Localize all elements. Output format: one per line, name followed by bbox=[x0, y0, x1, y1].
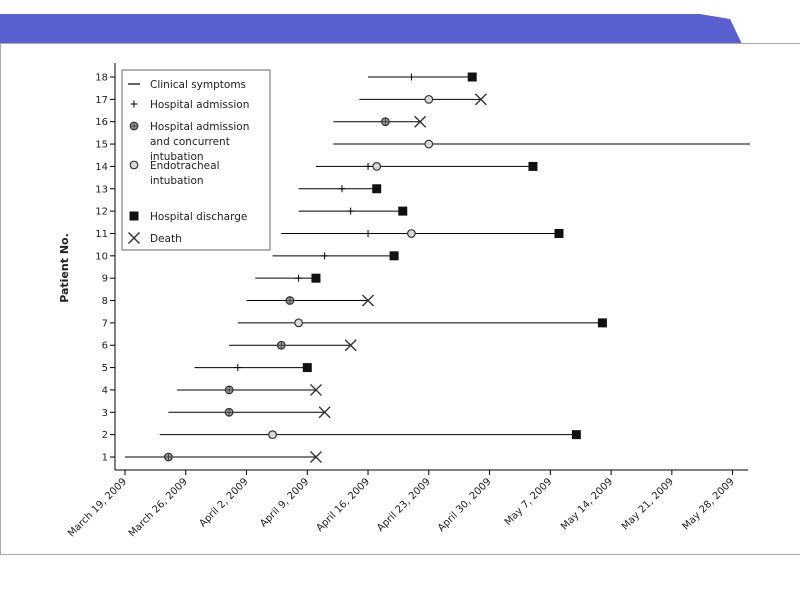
patient-4-death-marker bbox=[309, 383, 322, 396]
patient-11-intubation-marker bbox=[407, 229, 416, 238]
x-tick-label: April 2, 2009 bbox=[197, 476, 250, 529]
legend-label: intubation bbox=[150, 151, 204, 163]
patient-16-death-marker bbox=[414, 115, 427, 128]
patient-17-intubation-marker bbox=[424, 94, 434, 104]
patient-1-admission-intubation-marker bbox=[163, 452, 173, 462]
legend-label: Clinical symptoms bbox=[150, 79, 246, 91]
patient-2-intubation-marker bbox=[268, 430, 277, 440]
x-tick-label: April 16, 2009 bbox=[314, 476, 372, 534]
x-tick-label: April 23, 2009 bbox=[375, 476, 433, 534]
x-tick-label: April 9, 2009 bbox=[258, 476, 311, 529]
patient-13-admission-marker bbox=[338, 185, 346, 193]
patient-12-discharge-marker bbox=[398, 206, 408, 216]
x-tick-label: May 21, 2009 bbox=[620, 476, 676, 532]
patient-1-death-marker bbox=[309, 451, 322, 463]
patient-5-discharge-marker bbox=[302, 363, 312, 373]
legend-box bbox=[121, 69, 271, 251]
y-tick-label: 6 bbox=[102, 341, 108, 352]
patient-8-death-marker bbox=[362, 294, 375, 307]
patient-16-admission-intubation-marker bbox=[381, 117, 390, 127]
legend-square-marker bbox=[129, 211, 139, 221]
y-tick-label: 4 bbox=[102, 385, 108, 396]
y-tick-label: 13 bbox=[95, 184, 108, 195]
patient-11-admission-marker bbox=[364, 229, 372, 237]
patient-4-admission-intubation-marker bbox=[224, 385, 234, 395]
patient-9-admission-marker bbox=[295, 274, 303, 282]
y-tick-label: 12 bbox=[95, 207, 108, 218]
legend-label: Hospital admission bbox=[150, 99, 249, 111]
patient-17-death-marker bbox=[474, 93, 487, 106]
legend-label: Death bbox=[150, 233, 182, 245]
legend-circle-marker bbox=[129, 160, 139, 170]
patient-6-admission-intubation-marker bbox=[276, 340, 286, 350]
y-tick-label: 9 bbox=[102, 274, 108, 285]
y-tick-label: 15 bbox=[95, 140, 108, 151]
patient-18-discharge-marker bbox=[467, 72, 477, 82]
y-tick-label: 10 bbox=[95, 251, 108, 262]
legend-label: Hospital admission bbox=[150, 121, 249, 133]
patient-11-discharge-marker bbox=[554, 228, 564, 238]
x-tick-label: March 26, 2009 bbox=[127, 476, 190, 539]
patient-2-discharge-marker bbox=[571, 430, 581, 440]
y-tick-label: 5 bbox=[102, 363, 108, 374]
patient-10-discharge-marker bbox=[389, 251, 399, 261]
patient-7-intubation-marker bbox=[294, 318, 304, 328]
x-tick-label: May 28, 2009 bbox=[681, 476, 737, 532]
patient-8-admission-intubation-marker bbox=[285, 296, 295, 305]
y-tick-label: 2 bbox=[102, 430, 108, 441]
patient-14-intubation-marker bbox=[372, 162, 382, 171]
x-tick-label: May 14, 2009 bbox=[559, 476, 615, 532]
y-tick-label: 8 bbox=[102, 296, 108, 307]
patient-3-death-marker bbox=[318, 406, 331, 419]
patient-6-death-marker bbox=[344, 339, 357, 352]
patient-15-intubation-marker bbox=[424, 139, 434, 149]
x-tick-label: April 30, 2009 bbox=[436, 476, 494, 534]
patient-9-discharge-marker bbox=[311, 273, 321, 283]
patient-14-discharge-marker bbox=[528, 161, 538, 171]
legend-x-marker bbox=[128, 232, 140, 244]
patient-7-discharge-marker bbox=[597, 318, 607, 328]
x-tick-label: May 7, 2009 bbox=[503, 476, 555, 528]
patient-12-admission-marker bbox=[347, 207, 355, 215]
patient-3-admission-intubation-marker bbox=[224, 407, 234, 417]
x-tick-label: March 19, 2009 bbox=[66, 476, 129, 539]
y-tick-label: 18 bbox=[95, 73, 108, 84]
y-tick-label: 7 bbox=[102, 318, 108, 329]
legend-circle-plus-marker bbox=[129, 121, 139, 131]
patient-10-admission-marker bbox=[321, 252, 329, 260]
title-bar bbox=[0, 14, 742, 44]
y-tick-label: 11 bbox=[95, 229, 108, 240]
legend-label: Hospital discharge bbox=[150, 211, 247, 223]
legend-label: and concurrent bbox=[150, 136, 230, 148]
patient-14-admission-marker bbox=[364, 162, 372, 170]
legend-plus-marker bbox=[130, 100, 138, 108]
y-tick-label: 1 bbox=[102, 453, 108, 464]
y-tick-label: 3 bbox=[102, 408, 108, 419]
y-tick-label: 14 bbox=[95, 162, 108, 173]
patient-13-discharge-marker bbox=[372, 184, 382, 194]
patient-18-admission-marker bbox=[407, 73, 415, 81]
legend-label: intubation bbox=[150, 175, 204, 187]
legend-label: Endotracheal bbox=[150, 160, 220, 172]
y-tick-label: 16 bbox=[95, 117, 108, 128]
patient-5-admission-marker bbox=[234, 364, 242, 372]
y-axis-label: Patient No. bbox=[58, 233, 71, 303]
y-tick-label: 17 bbox=[95, 95, 108, 106]
